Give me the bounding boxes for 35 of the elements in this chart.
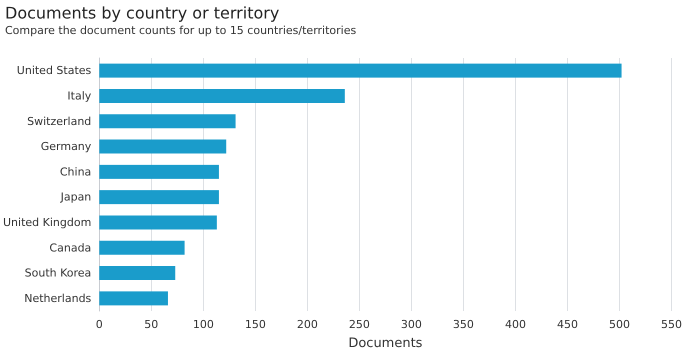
bar — [99, 291, 168, 306]
y-tick-label: Netherlands — [24, 292, 92, 305]
x-tick-label: 0 — [96, 318, 103, 331]
x-tick-label: 50 — [144, 318, 158, 331]
y-tick-label: Canada — [49, 241, 92, 254]
bar — [99, 164, 219, 179]
bar — [99, 266, 176, 280]
bar — [99, 114, 236, 128]
bar — [99, 140, 226, 154]
chart-title: Documents by country or territory — [5, 4, 280, 22]
x-tick-label: 100 — [192, 318, 214, 331]
x-tick-label: 250 — [348, 318, 370, 331]
bar — [99, 240, 185, 255]
x-tick-label: 150 — [244, 318, 266, 331]
x-tick-label: 500 — [608, 318, 630, 331]
y-tick-label: United Kingdom — [2, 216, 92, 229]
y-tick-label: Germany — [40, 140, 92, 154]
y-tick-label: China — [60, 165, 92, 178]
x-axis-title: Documents — [348, 336, 423, 351]
x-tick-label: 300 — [400, 318, 422, 331]
x-tick-label: 450 — [556, 318, 578, 331]
y-tick-label: Italy — [67, 89, 92, 102]
bar — [99, 88, 345, 103]
y-tick-label: Switzerland — [27, 114, 92, 128]
x-tick-label: 400 — [504, 318, 526, 331]
bar — [99, 64, 622, 78]
chart-subtitle: Compare the document counts for up to 15 countries/territories — [5, 24, 356, 37]
bar — [99, 215, 217, 230]
x-tick-label: 550 — [661, 318, 682, 331]
bar — [99, 190, 219, 204]
x-tick-label: 350 — [452, 318, 474, 331]
y-tick-label: United States — [16, 64, 92, 78]
y-tick-label: South Korea — [24, 266, 92, 280]
x-tick-label: 200 — [296, 318, 318, 331]
y-tick-label: Japan — [60, 190, 92, 204]
